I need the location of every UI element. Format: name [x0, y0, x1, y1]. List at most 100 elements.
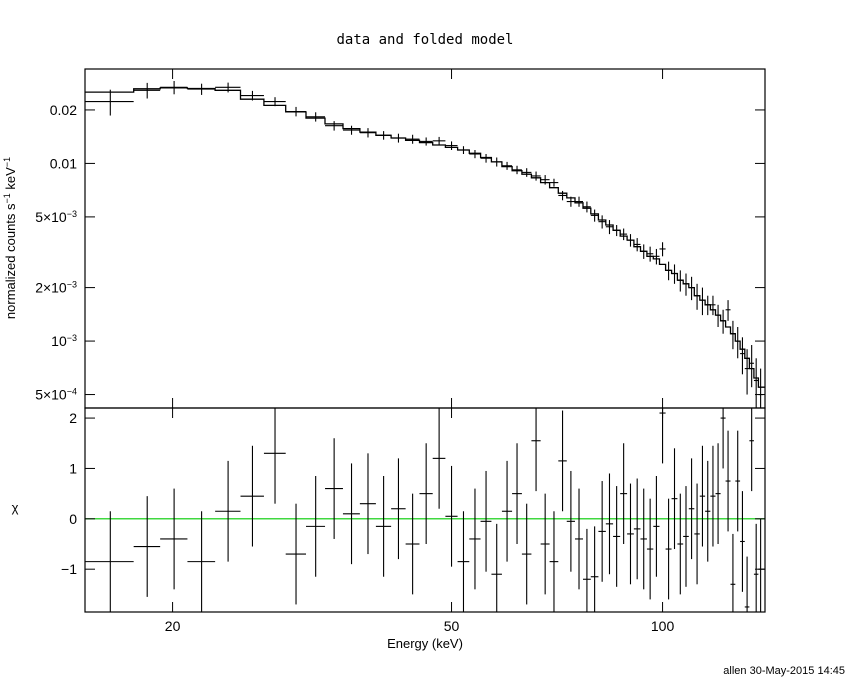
residual-point — [715, 443, 721, 544]
data-point — [605, 220, 614, 235]
residual-point — [683, 486, 689, 587]
data-point — [240, 90, 264, 101]
data-point — [549, 178, 559, 187]
data-point — [187, 83, 216, 95]
top-axis-ticks: 0.02 0.01 5×10−3 2×10−3 10−3 5×10−4 — [35, 69, 765, 408]
y-tick-label: 1 — [69, 460, 77, 476]
residual-point — [598, 481, 606, 582]
data-point — [725, 300, 731, 321]
residual-point — [375, 476, 392, 577]
residual-point — [665, 498, 672, 600]
residual-point — [582, 528, 591, 612]
data-point — [633, 238, 641, 252]
residual-panel: 2 1 0 −1 20 50 100 — [61, 407, 766, 634]
data-point — [501, 161, 513, 170]
residual-point — [566, 470, 575, 572]
bottom-axis-ticks: 2 1 0 −1 20 50 100 — [61, 408, 765, 634]
residual-point — [491, 523, 502, 612]
residual-point — [558, 410, 567, 512]
residual-point — [325, 438, 343, 539]
residual-point — [419, 443, 433, 544]
residual-point — [391, 458, 406, 560]
residual-point — [263, 408, 286, 504]
data-point — [735, 327, 741, 359]
residual-point — [457, 511, 470, 612]
data-point — [531, 171, 541, 181]
y-tick-label: 5×10−4 — [35, 387, 77, 403]
residual-point — [735, 430, 741, 532]
y-tick-label: 2×10−3 — [35, 280, 77, 296]
data-point — [744, 349, 750, 395]
y-tick-label: 10−3 — [51, 333, 77, 349]
data-point — [359, 128, 376, 138]
data-point — [391, 133, 406, 143]
data-point — [705, 295, 711, 316]
residual-point — [753, 523, 759, 612]
data-point — [715, 304, 721, 328]
data-point — [445, 141, 458, 150]
data-point — [457, 146, 470, 154]
residual-point — [699, 445, 706, 547]
top-plot-frame — [84, 68, 766, 409]
residual-point — [646, 498, 654, 600]
y-tick-label: 5×10−3 — [35, 209, 77, 225]
data-point — [613, 225, 621, 237]
data-point — [160, 81, 188, 95]
data-point — [620, 228, 628, 241]
residual-point — [620, 443, 628, 544]
y-tick-label: −1 — [61, 561, 77, 577]
data-point — [677, 270, 684, 292]
residual-point — [653, 476, 660, 577]
residual-point — [749, 408, 754, 492]
data-point — [646, 246, 654, 262]
data-point — [683, 273, 689, 296]
x-axis-label: Energy (keV) — [387, 636, 463, 651]
data-point — [753, 358, 759, 408]
residual-point — [671, 448, 678, 550]
residual-point — [160, 488, 188, 590]
data-point — [582, 201, 591, 213]
data-point — [694, 283, 700, 310]
data-point — [566, 196, 575, 207]
data-point — [215, 82, 241, 93]
residual-point — [744, 556, 750, 612]
residual-point — [306, 476, 326, 577]
data-point — [665, 261, 672, 281]
residual-point — [540, 493, 550, 595]
residual-point — [85, 511, 134, 612]
residual-point — [758, 518, 765, 612]
data-point — [671, 264, 678, 284]
data-point — [699, 287, 706, 316]
data-point — [653, 248, 660, 265]
residual-point — [512, 443, 522, 544]
residual-point — [342, 463, 360, 565]
data-point — [540, 175, 550, 185]
residual-point — [705, 460, 711, 562]
residual-point — [590, 526, 599, 612]
data-point — [598, 215, 606, 229]
data-point — [740, 337, 745, 375]
residual-point — [240, 445, 264, 547]
model-steps — [85, 87, 765, 388]
data-point — [306, 112, 326, 122]
x-tick-label: 50 — [444, 618, 460, 634]
data-point — [558, 190, 567, 201]
data-point — [85, 89, 134, 116]
data-point — [491, 157, 502, 167]
data-point — [512, 165, 522, 175]
data-point — [405, 134, 420, 144]
residual-point — [521, 503, 532, 605]
x-tick-label: 100 — [651, 618, 675, 634]
residual-point — [432, 408, 446, 509]
y-tick-label: 0.02 — [50, 102, 77, 118]
residual-point — [627, 483, 634, 585]
residual-point — [531, 408, 541, 492]
data-point — [521, 168, 532, 177]
y-tick-label: 2 — [69, 410, 77, 426]
data-point — [133, 82, 161, 99]
data-point — [285, 106, 307, 117]
residual-point — [359, 453, 376, 555]
svg-text:normalized counts s−1 keV−1: normalized counts s−1 keV−1 — [2, 157, 18, 319]
y-tick-label: 0 — [69, 511, 77, 527]
